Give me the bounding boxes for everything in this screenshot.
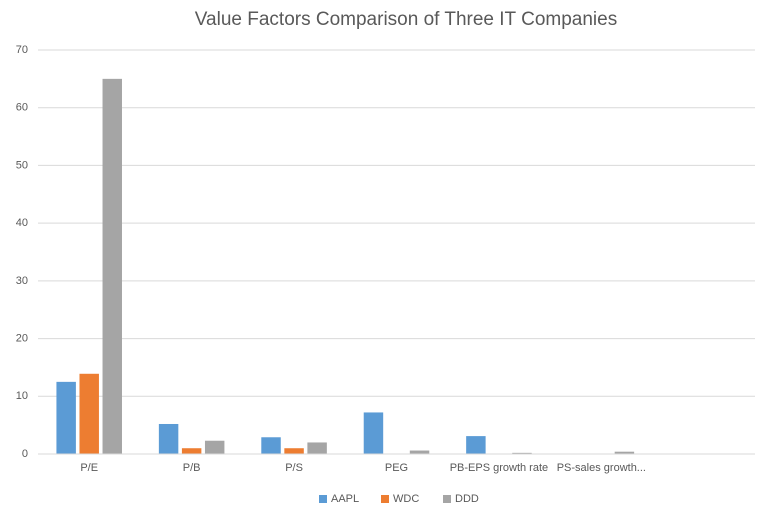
bar (363, 412, 384, 454)
x-tick-label: PEG (385, 462, 408, 474)
bar (181, 448, 202, 454)
x-tick-label: PS-sales growth... (557, 462, 646, 474)
y-tick-label: 50 (16, 159, 28, 171)
x-tick-label: P/S (285, 462, 303, 474)
y-tick-label: 30 (16, 275, 28, 287)
legend-swatch (319, 495, 327, 503)
bar (284, 448, 304, 454)
y-tick-label: 60 (16, 102, 28, 114)
chart-title: Value Factors Comparison of Three IT Com… (195, 9, 617, 30)
legend-swatch (381, 495, 389, 503)
bar (79, 373, 99, 454)
legend-swatch (443, 495, 451, 503)
x-tick-label: P/B (183, 462, 201, 474)
y-tick-label: 10 (16, 390, 28, 402)
bar (614, 451, 635, 454)
legend-label: AAPL (331, 493, 359, 505)
bar (307, 442, 327, 454)
y-tick-label: 40 (16, 217, 28, 229)
bar (261, 437, 281, 454)
bar (158, 423, 179, 454)
y-tick-label: 20 (16, 332, 28, 344)
y-tick-label: 0 (22, 448, 28, 460)
x-tick-label: P/E (80, 462, 98, 474)
bar (102, 78, 122, 454)
bar (56, 381, 76, 454)
x-tick-label: PB-EPS growth rate (450, 462, 548, 474)
bar (466, 436, 486, 454)
bar (204, 440, 225, 454)
bar (512, 452, 532, 454)
legend-label: WDC (393, 493, 419, 505)
legend-label: DDD (455, 493, 479, 505)
bar (409, 450, 430, 454)
y-tick-label: 70 (16, 44, 28, 56)
